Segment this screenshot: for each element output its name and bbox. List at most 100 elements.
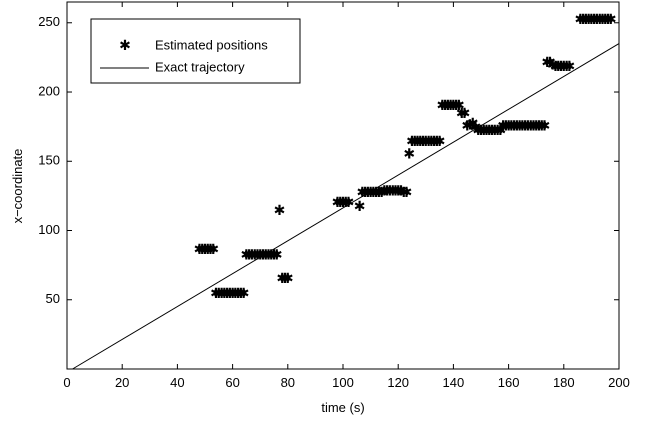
estimated-position-point: ✱ — [395, 184, 407, 200]
estimated-position-point: ✱ — [340, 195, 352, 211]
estimated-position-point: ✱ — [334, 195, 346, 211]
estimated-position-point: ✱ — [525, 119, 537, 135]
estimated-position-point: ✱ — [492, 123, 504, 139]
estimated-position-point: ✱ — [478, 123, 490, 139]
estimated-position-point: ✱ — [459, 106, 471, 122]
estimated-position-point: ✱ — [494, 123, 506, 139]
estimated-position-point: ✱ — [508, 119, 520, 135]
legend-marker-estimated: ✱ — [119, 38, 131, 54]
estimated-position-point: ✱ — [605, 12, 617, 28]
estimated-position-point: ✱ — [439, 98, 451, 114]
estimated-position-point: ✱ — [594, 12, 606, 28]
estimated-position-point: ✱ — [403, 146, 415, 162]
y-axis-label: x−coordinate — [10, 149, 25, 224]
estimated-position-point: ✱ — [583, 12, 595, 28]
estimated-position-point: ✱ — [365, 185, 377, 201]
estimated-position-point: ✱ — [387, 184, 399, 200]
estimated-position-point: ✱ — [533, 119, 545, 135]
estimated-position-point: ✱ — [235, 286, 247, 302]
estimated-position-point: ✱ — [500, 119, 512, 135]
estimated-position-point: ✱ — [202, 242, 214, 258]
estimated-position-point: ✱ — [489, 123, 501, 139]
x-tick-label: 160 — [498, 375, 520, 390]
estimated-position-point: ✱ — [199, 242, 211, 258]
estimated-position-point: ✱ — [401, 185, 413, 201]
estimated-position-point: ✱ — [398, 185, 410, 201]
estimated-position-point: ✱ — [213, 286, 225, 302]
x-tick-label: 80 — [281, 375, 295, 390]
estimated-position-point: ✱ — [218, 286, 230, 302]
estimated-position-point: ✱ — [530, 119, 542, 135]
estimated-position-point: ✱ — [229, 286, 241, 302]
estimated-position-point: ✱ — [243, 247, 255, 263]
estimated-position-point: ✱ — [467, 116, 479, 132]
estimated-position-point: ✱ — [599, 12, 611, 28]
estimated-position-point: ✱ — [574, 12, 586, 28]
estimated-position-point: ✱ — [588, 12, 600, 28]
estimated-position-point: ✱ — [232, 286, 244, 302]
x-tick-label: 60 — [225, 375, 239, 390]
estimated-position-point: ✱ — [246, 247, 258, 263]
estimated-position-point: ✱ — [536, 119, 548, 135]
estimated-position-point: ✱ — [503, 119, 515, 135]
estimated-position-point: ✱ — [486, 123, 498, 139]
legend-label-exact: Exact trajectory — [155, 59, 245, 74]
estimated-position-point: ✱ — [224, 286, 236, 302]
estimated-position-point: ✱ — [343, 195, 355, 211]
estimated-position-point: ✱ — [591, 12, 603, 28]
estimated-position-point: ✱ — [370, 185, 382, 201]
x-axis-label: time (s) — [321, 400, 364, 415]
estimated-position-point: ✱ — [552, 59, 564, 75]
estimated-position-point: ✱ — [442, 98, 454, 114]
estimated-position-point: ✱ — [384, 184, 396, 200]
estimated-position-point: ✱ — [373, 185, 385, 201]
estimated-position-point: ✱ — [379, 184, 391, 200]
estimated-position-point: ✱ — [519, 119, 531, 135]
y-tick-label: 250 — [38, 14, 60, 29]
x-tick-label: 180 — [553, 375, 575, 390]
estimated-position-point: ✱ — [555, 59, 567, 75]
x-tick-label: 200 — [608, 375, 630, 390]
series-layer: ✱✱✱✱✱✱✱✱✱✱✱✱✱✱✱✱✱✱✱✱✱✱✱✱✱✱✱✱✱✱✱✱✱✱✱✱✱ ✱✱✱… — [72, 12, 620, 370]
estimated-position-point: ✱ — [497, 119, 509, 135]
estimated-position-point: ✱ — [602, 12, 614, 28]
estimated-position-point: ✱ — [417, 134, 429, 150]
estimated-position-point: ✱ — [505, 119, 517, 135]
y-tick-label: 100 — [38, 222, 60, 237]
estimated-position-point: ✱ — [528, 119, 540, 135]
estimated-position-point: ✱ — [238, 286, 250, 302]
estimated-position-point: ✱ — [221, 286, 233, 302]
estimated-position-point: ✱ — [544, 55, 556, 71]
estimated-position-point: ✱ — [205, 242, 217, 258]
estimated-position-point: ✱ — [241, 247, 253, 263]
estimated-position-point: ✱ — [550, 59, 562, 75]
estimated-position-point: ✱ — [456, 106, 468, 122]
x-tick-label: 0 — [63, 375, 70, 390]
estimated-position-point: ✱ — [414, 134, 426, 150]
estimated-position-point: ✱ — [539, 119, 551, 135]
estimated-position-point: ✱ — [423, 134, 435, 150]
x-tick-label: 120 — [387, 375, 409, 390]
estimated-position-point: ✱ — [483, 123, 495, 139]
y-tick-label: 150 — [38, 153, 60, 168]
estimated-position-point: ✱ — [577, 12, 589, 28]
estimated-position-point: ✱ — [547, 58, 559, 74]
estimated-position-point: ✱ — [541, 55, 553, 71]
estimated-position-point: ✱ — [265, 247, 277, 263]
estimated-position-point: ✱ — [276, 271, 288, 287]
estimated-position-point: ✱ — [279, 271, 291, 287]
estimated-position-point: ✱ — [274, 203, 286, 219]
estimated-position-point: ✱ — [252, 247, 264, 263]
estimated-position-point: ✱ — [461, 119, 473, 135]
legend-box — [90, 18, 301, 84]
estimated-position-point: ✱ — [271, 247, 283, 263]
estimated-position-point: ✱ — [472, 123, 484, 139]
estimated-position-point: ✱ — [558, 59, 570, 75]
exact-trajectory-line — [72, 43, 620, 370]
estimated-position-point: ✱ — [464, 117, 476, 133]
estimated-position-point: ✱ — [436, 98, 448, 114]
estimated-position-point: ✱ — [332, 195, 344, 211]
estimated-position-point: ✱ — [470, 120, 482, 136]
estimated-position-point: ✱ — [475, 123, 487, 139]
estimated-position-point: ✱ — [207, 242, 219, 258]
